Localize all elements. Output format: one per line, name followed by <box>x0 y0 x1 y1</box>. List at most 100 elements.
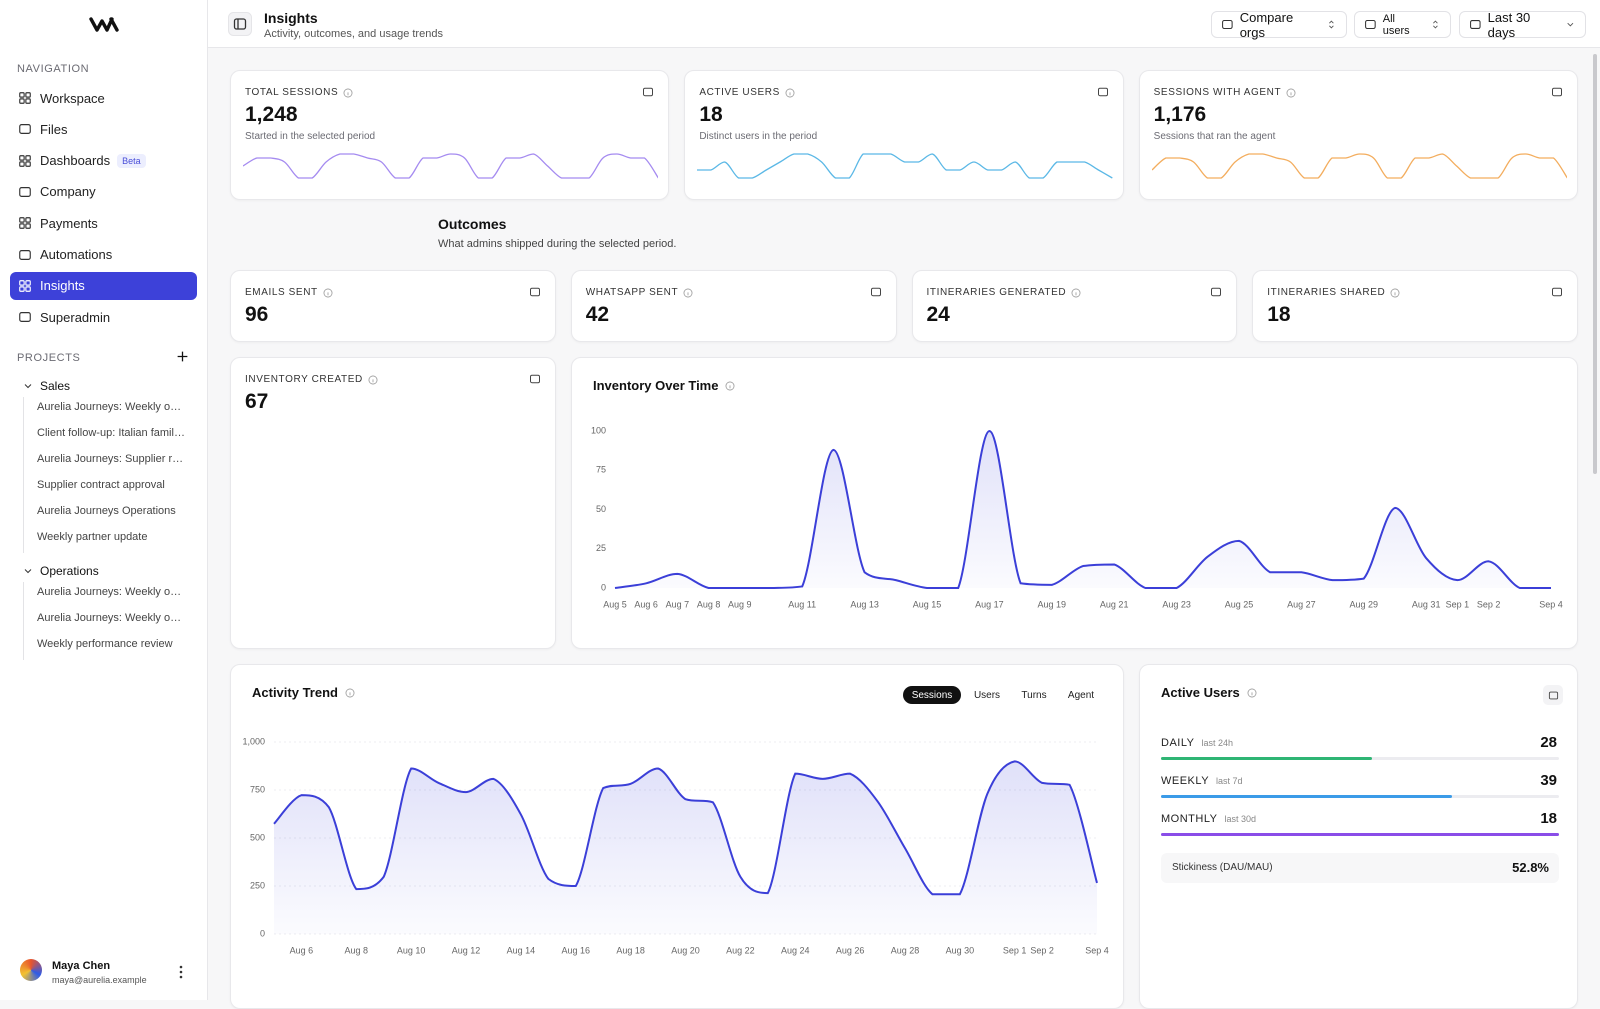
info-circle <box>1286 88 1296 97</box>
stickiness: Stickiness (DAU/MAU) 52.8% <box>1161 853 1559 883</box>
usage-period: last 7d <box>1216 776 1243 786</box>
nav-icon <box>19 279 31 292</box>
header-control[interactable]: Compare orgs <box>1211 9 1347 40</box>
chart-tab[interactable]: Sessions <box>903 686 961 704</box>
metric-label: ITINERARIES GENERATED <box>927 287 1082 298</box>
usage-bar <box>1161 757 1372 760</box>
chart-tab[interactable]: Turns <box>1021 689 1047 701</box>
project-item[interactable]: Aurelia Journeys: Weekly o… <box>37 401 182 413</box>
chart-card: Inventory Over Time 0 25 50 75 100 Aug 5 Aug 6 A… <box>571 357 1578 649</box>
chart-tab[interactable]: Users <box>973 689 1001 701</box>
x-tick-label: Aug 19 <box>1038 599 1067 609</box>
active-users-card: Active Users DAILY last 24h 28 WEEKLY last 7d… <box>1139 664 1578 1009</box>
icon-part <box>19 217 25 223</box>
outcome-value: 42 <box>585 303 610 326</box>
nav-label: Workspace <box>40 90 105 106</box>
icon-part <box>25 223 31 230</box>
x-tick-label: Aug 10 <box>397 945 426 955</box>
info-circle <box>1390 288 1400 297</box>
line <box>273 760 1098 896</box>
project-item[interactable]: Aurelia Journeys: Weekly o… <box>37 586 182 598</box>
metric-label-text: WHATSAPP SENT <box>585 287 679 298</box>
stickiness-value: 52.8% <box>1512 860 1549 875</box>
info-circle <box>726 381 735 390</box>
x-tick-label: Aug 17 <box>975 599 1004 609</box>
control-label: Last 30 days <box>1487 9 1531 40</box>
x-tick-label: Aug 14 <box>507 945 536 955</box>
icon-part <box>24 569 32 574</box>
icon-part <box>25 279 31 286</box>
icon <box>1552 287 1562 297</box>
chart-tab[interactable]: Agent <box>1067 689 1095 701</box>
header-control[interactable]: All users <box>1354 11 1451 38</box>
nav-icon <box>19 312 31 323</box>
metric-label-text: EMAILS SENT <box>245 287 318 298</box>
sparkline <box>697 153 1113 179</box>
project-item[interactable]: Aurelia Journeys: Weekly o… <box>37 612 182 624</box>
y-tick-label: 50 <box>596 504 606 514</box>
sidebar-toggle[interactable] <box>228 12 252 36</box>
metric-caption: Sessions that ran the agent <box>1153 131 1276 142</box>
project-item[interactable]: Aurelia Journeys Operations <box>37 505 176 517</box>
project-item[interactable]: Weekly partner update <box>37 531 148 543</box>
icon-part <box>25 286 31 292</box>
metric-label: TOTAL SESSIONS <box>245 87 353 98</box>
user-menu[interactable] <box>179 965 183 984</box>
metric-label-text: ACTIVE USERS <box>699 87 780 98</box>
project-item[interactable]: Weekly performance review <box>37 638 173 650</box>
area-fill <box>274 761 1097 934</box>
metric-value: 1,248 <box>245 103 298 126</box>
nav-label: Insights <box>40 278 85 294</box>
nav-item[interactable]: Workspace <box>10 84 197 112</box>
project-item[interactable]: Aurelia Journeys: Supplier r… <box>37 453 184 465</box>
y-tick-label: 0 <box>260 928 265 938</box>
project-group[interactable]: Operations <box>22 564 99 578</box>
line <box>614 429 1551 589</box>
info-circle <box>368 375 378 384</box>
nav-item[interactable]: Automations <box>10 241 197 269</box>
project-item[interactable]: Supplier contract approval <box>37 479 165 491</box>
nav-badge: Beta <box>117 153 146 168</box>
header-control[interactable]: Last 30 days <box>1459 9 1586 40</box>
nav-icon <box>19 186 31 197</box>
x-tick-label: Aug 20 <box>671 945 700 955</box>
control-caret <box>1567 22 1574 27</box>
project-group[interactable]: Sales <box>22 379 70 393</box>
nav-item[interactable]: Dashboards Beta <box>10 147 197 175</box>
usage-value: 28 <box>1540 734 1557 751</box>
nav-section-label: NAVIGATION <box>17 63 90 75</box>
x-tick-label: Aug 7 <box>666 599 690 609</box>
icon-part <box>19 223 25 230</box>
x-tick-label: Sep 2 <box>1477 599 1501 609</box>
nav-label: Dashboards <box>40 153 111 169</box>
scrollbar[interactable] <box>1593 54 1597 474</box>
x-tick-label: Aug 11 <box>788 599 816 609</box>
project-item[interactable]: Client follow-up: Italian famil… <box>37 427 185 439</box>
nav-label: Company <box>40 184 96 200</box>
metric-label: ACTIVE USERS <box>699 87 795 98</box>
metric-label: ITINERARIES SHARED <box>1267 287 1400 298</box>
usage-name: WEEKLY <box>1161 775 1210 787</box>
y-tick-label: 25 <box>596 543 606 553</box>
add-project[interactable] <box>176 350 189 368</box>
icon-part <box>1211 287 1222 297</box>
nav-item[interactable]: Superadmin <box>10 303 197 331</box>
x-tick-label: Aug 6 <box>290 945 314 955</box>
icon-part <box>1552 287 1562 297</box>
x-tick-label: Aug 8 <box>697 599 721 609</box>
logo[interactable] <box>89 15 119 33</box>
user-email: maya@aurelia.example <box>52 975 147 985</box>
nav-item[interactable]: Files <box>10 115 197 143</box>
control-icon <box>1222 20 1233 29</box>
usage-name: MONTHLY <box>1161 813 1218 825</box>
nav-label: Superadmin <box>40 309 111 325</box>
nav-item[interactable]: Payments <box>10 209 197 237</box>
nav-item[interactable]: Insights <box>10 271 197 300</box>
icon-part <box>529 374 540 384</box>
info-circle <box>1247 688 1257 697</box>
icon-part <box>19 249 31 260</box>
sparkline-line <box>697 153 1113 179</box>
x-tick-label: Sep 4 <box>1085 945 1109 955</box>
control-label: Compare orgs <box>1239 9 1294 40</box>
nav-item[interactable]: Company <box>10 178 197 206</box>
